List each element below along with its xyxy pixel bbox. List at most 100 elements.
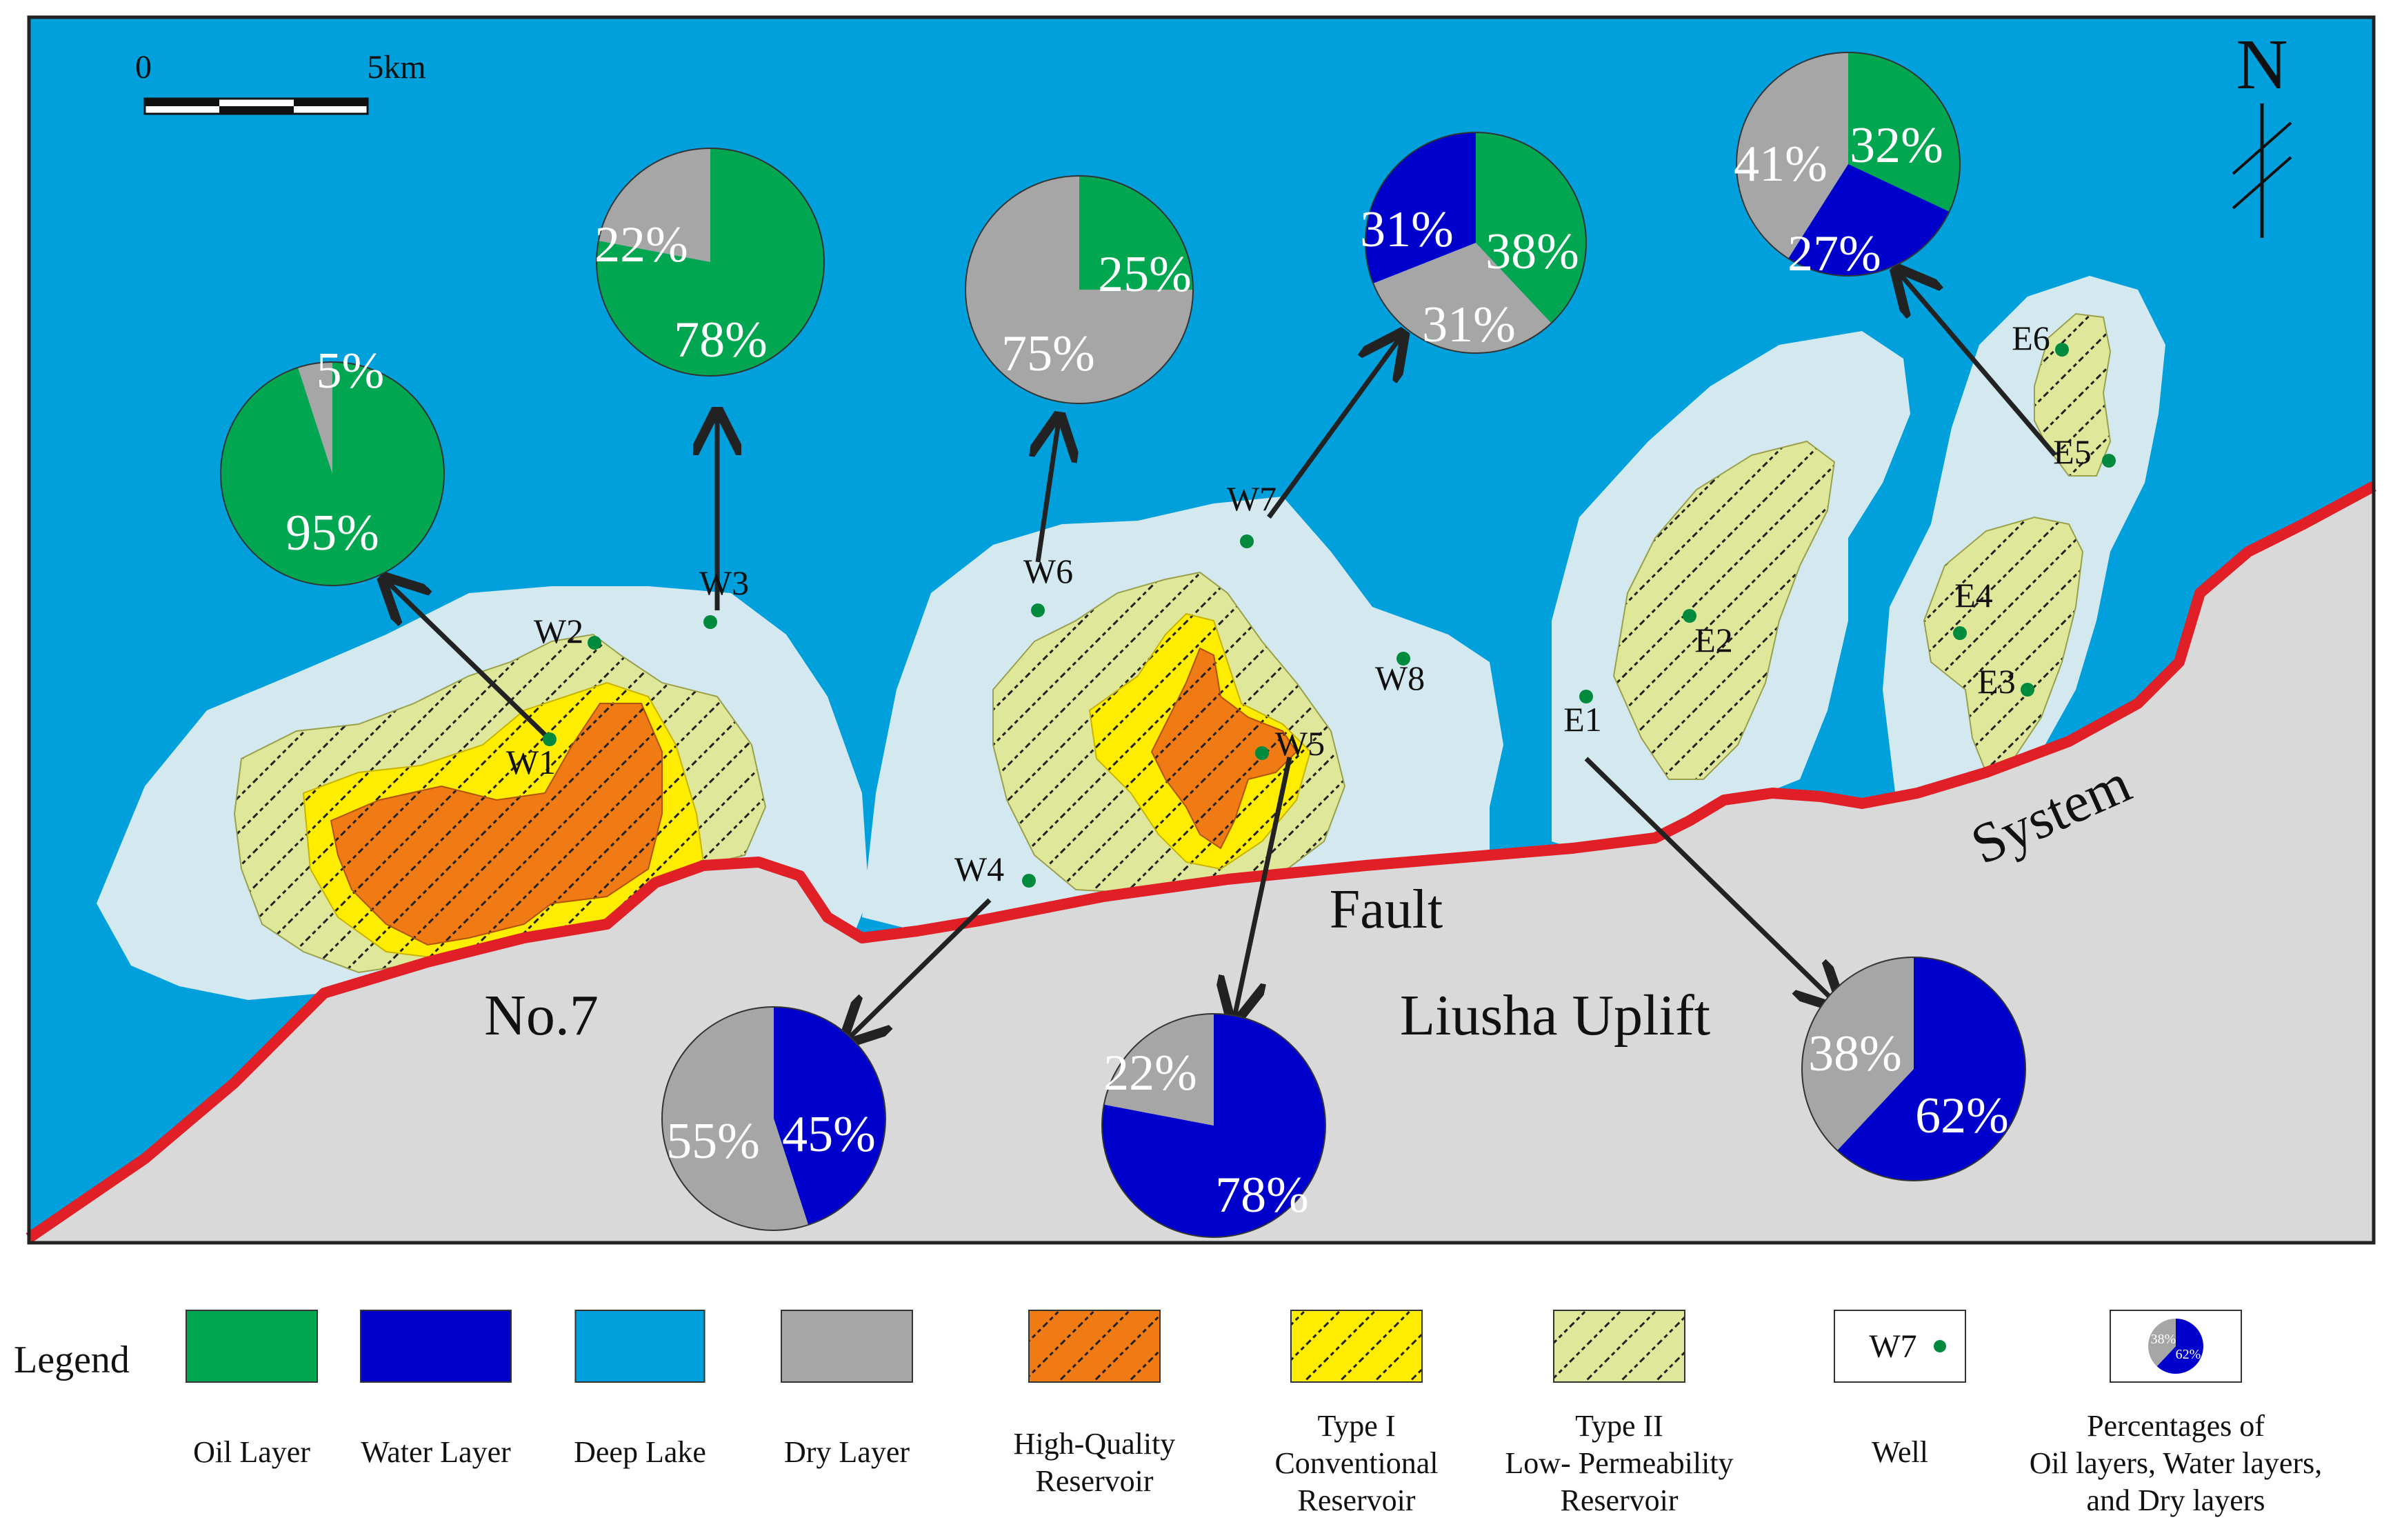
arrow-w1 [388, 582, 550, 740]
map-frame [27, 15, 2376, 1245]
legend-label: Dry Layer [784, 1435, 910, 1469]
well-label: E6 [2012, 319, 2050, 357]
pie-slice-label: 38% [1808, 1026, 1902, 1082]
well-label: W2 [534, 612, 583, 650]
well-label: E4 [1954, 576, 1993, 614]
scale-bar: 0 5km [135, 49, 426, 115]
pie-chart-e1: 62%38% [1801, 957, 2026, 1181]
well-w7: W7 [1227, 479, 1276, 548]
legend-label: Well [1872, 1435, 1928, 1469]
liusha-uplift-area [29, 483, 2374, 1243]
pie-slice-dry [1373, 243, 1552, 353]
label-liusha-uplift: Liusha Uplift [1400, 983, 1710, 1048]
pie-slice-label: 95% [286, 505, 379, 561]
well-marker-icon [1022, 874, 1036, 888]
legend-item-dry: Dry Layer [781, 1310, 913, 1469]
legend: Legend Oil Layer Water Layer Deep Lake Dry … [14, 1310, 2322, 1517]
pie-slice-water [1837, 957, 2026, 1181]
well-label: W6 [1023, 552, 1073, 590]
arrows [388, 274, 2057, 1039]
arrow-w5 [1234, 757, 1292, 1017]
well-marker-icon [703, 615, 717, 629]
type2-reservoir-e2 [1612, 440, 1836, 780]
well-w3: W3 [699, 563, 749, 629]
pie-slice-label: 5% [317, 343, 385, 399]
pie-slice-dry [1736, 52, 1848, 259]
well-marker-icon [543, 732, 557, 746]
well-label: W5 [1275, 724, 1325, 763]
wells-layer: W1 W2 W3 W4 W5 W6 W7 W8 E1 E2 E3 E4 E5 E6 [506, 319, 2116, 888]
arrow-e1 [1584, 757, 1836, 1003]
legend-items: Oil Layer Water Layer Deep Lake Dry Layer Hi… [186, 1310, 2322, 1517]
legend-label: High-Quality [1014, 1427, 1176, 1461]
pie-slice-label: 78% [1215, 1167, 1309, 1223]
well-marker-icon [2055, 343, 2069, 357]
legend-pie-water-label: 62% [2176, 1347, 2201, 1362]
legend-label: Reservoir [1560, 1483, 1678, 1517]
legend-label: Percentages of [2087, 1409, 2265, 1443]
pie-chart-w6: 25%75% [965, 175, 1194, 404]
pie-slice-label: 38% [1485, 223, 1579, 280]
well-w2: W2 [534, 612, 601, 650]
pie-slice-label: 62% [1915, 1088, 2009, 1144]
pie-slice-water [2156, 1319, 2203, 1374]
legend-swatch [1028, 1310, 1161, 1383]
pie-slice-label: 22% [594, 217, 688, 273]
legend-item-oil: Oil Layer [186, 1310, 318, 1469]
pie-slice-oil [221, 362, 445, 586]
pie-slice-label: 41% [1734, 136, 1828, 192]
arrow-w7 [1267, 338, 1400, 519]
well-marker-icon [588, 636, 601, 650]
legend-label: Oil layers, Water layers, [2030, 1446, 2323, 1480]
legend-label: Deep Lake [574, 1435, 706, 1469]
legend-label: Reservoir [1035, 1464, 1153, 1498]
type2-reservoir-e3-e4 [1923, 516, 2084, 774]
legend-title: Legend [14, 1339, 130, 1381]
pie-slice-water [774, 1006, 886, 1226]
well-label: W8 [1375, 659, 1425, 697]
well-label: W7 [1227, 479, 1276, 518]
pie-slice-water [1102, 1014, 1326, 1237]
north-arrow-icon: N [2232, 25, 2292, 238]
legend-label: Oil Layer [193, 1435, 310, 1469]
pie-slice-oil [1476, 132, 1586, 323]
well-label: E2 [1694, 621, 1733, 659]
pie-slice-water [1788, 164, 1950, 277]
pie-slice-label: 75% [1001, 326, 1095, 382]
pie-chart-w4: 45% 55% [661, 1006, 886, 1231]
legend-swatch [781, 1310, 913, 1383]
pie-chart-e5: 32% 27% 41% [1734, 52, 1961, 282]
well-marker-icon [1240, 534, 1254, 548]
legend-pie-dry-label: 38% [2151, 1332, 2176, 1347]
well-marker-icon [1396, 652, 1410, 666]
legend-item-deep-lake: Deep Lake [574, 1310, 706, 1469]
well-marker-icon [2102, 454, 2116, 468]
high-quality-reservoir-west [330, 703, 663, 946]
well-w6: W6 [1023, 552, 1073, 617]
well-label: E1 [1563, 700, 1602, 739]
pie-slice-dry [2148, 1318, 2176, 1367]
well-label: W4 [954, 850, 1004, 888]
well-e6: E6 [2012, 319, 2069, 357]
well-w5: W5 [1255, 724, 1325, 763]
pie-chart-w5: 78% 22% [1101, 1013, 1326, 1238]
legend-label: Conventional [1274, 1446, 1438, 1480]
well-e4: E4 [1953, 576, 1993, 640]
legend-label: Type II [1575, 1409, 1663, 1443]
pie-slice-label: 78% [674, 312, 768, 368]
north-label: N [2236, 25, 2287, 104]
legend-label: Type I [1318, 1409, 1396, 1443]
pie-slice-dry [1801, 957, 1914, 1151]
pie-chart-w7: 38% 31% 31% [1360, 132, 1587, 354]
well-label: E3 [1977, 662, 2016, 701]
scale-end-label: 5km [367, 49, 425, 86]
pie-slice-oil [1079, 176, 1193, 290]
legend-item-well: W7 Well [1834, 1310, 1966, 1469]
legend-label: Low- Permeability [1505, 1446, 1733, 1480]
pie-slice-label: 31% [1360, 201, 1454, 258]
well-label: W3 [699, 563, 749, 602]
well-e2: E2 [1683, 609, 1733, 659]
